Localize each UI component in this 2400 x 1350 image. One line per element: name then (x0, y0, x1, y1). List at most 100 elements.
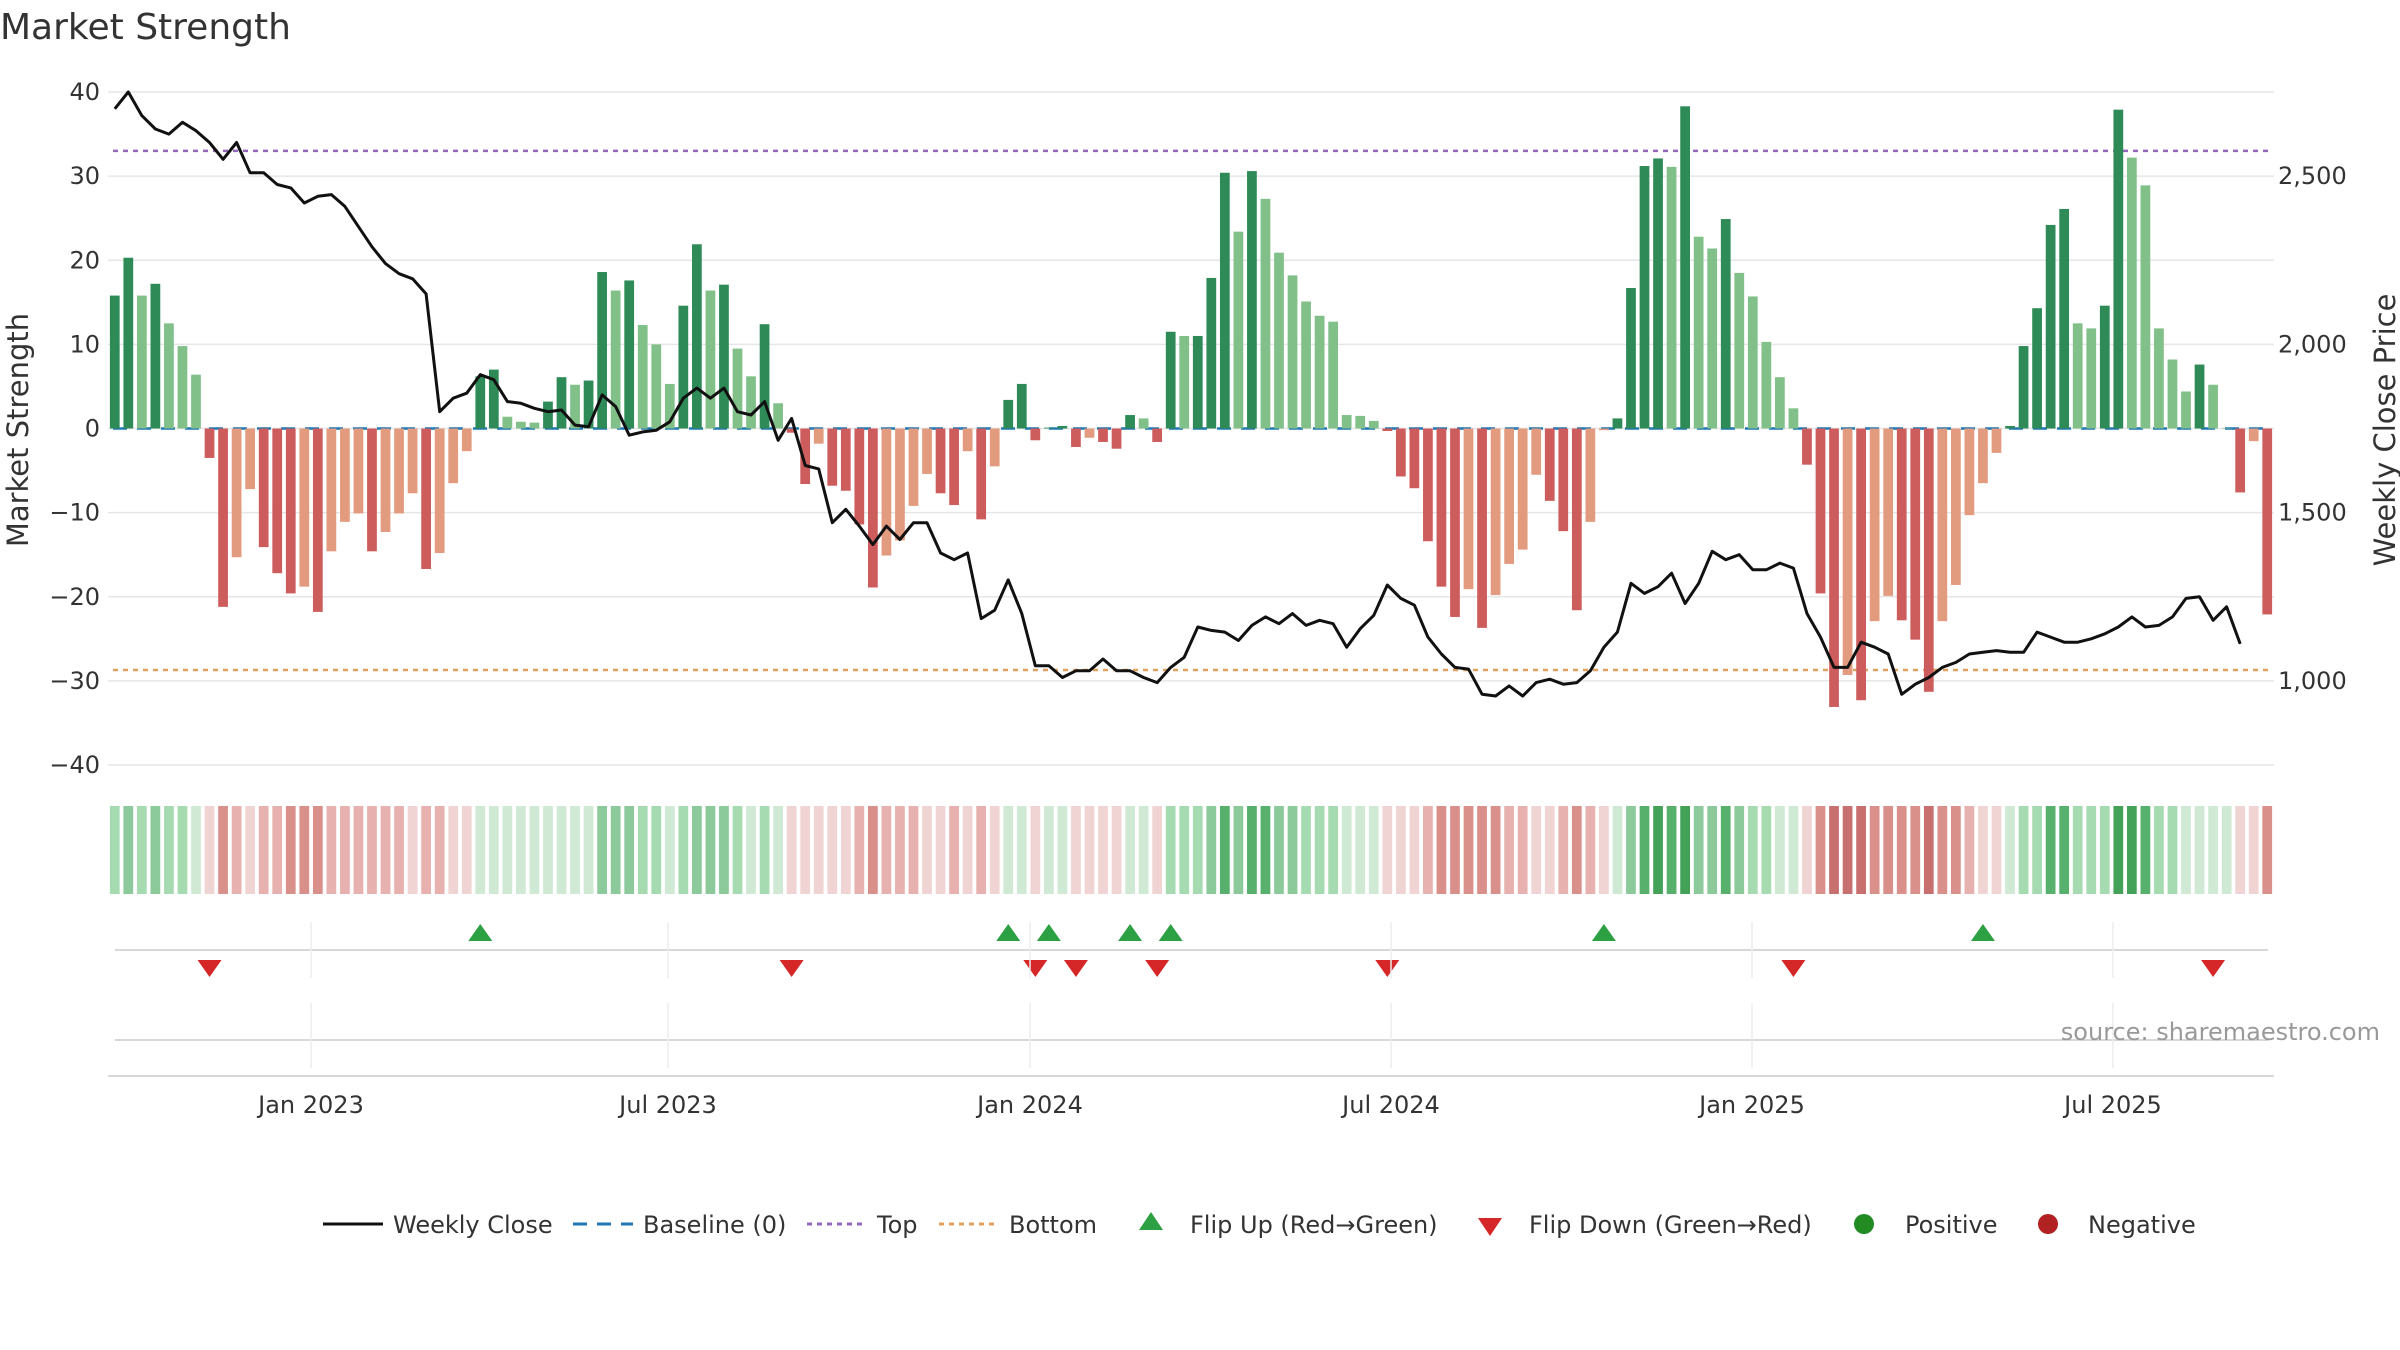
strength-bar (2099, 305, 2110, 429)
strip-cell (1950, 806, 1961, 894)
right-tick-label: 2,000 (2278, 330, 2347, 358)
strength-bar (1707, 248, 1718, 429)
strength-bar (1043, 427, 1054, 429)
strip-cell (719, 806, 729, 894)
strength-bar (1355, 415, 1366, 429)
strength-bar (1016, 383, 1027, 429)
strip-cell (1626, 806, 1636, 894)
strength-bar (1585, 428, 1596, 522)
strength-bar (421, 428, 432, 569)
strip-cell (1450, 806, 1460, 894)
strength-bar (2113, 109, 2124, 429)
strip-cell (204, 806, 215, 894)
strength-bar (2208, 384, 2218, 429)
strength-bar (1179, 335, 1190, 429)
strength-bar (2005, 425, 2015, 429)
flip-up-marker (1158, 924, 1183, 941)
strength-bar (204, 428, 215, 458)
flip-up-marker (1970, 924, 1995, 941)
strip-cell (1788, 806, 1799, 894)
strip-cell (1152, 806, 1163, 894)
strength-bar (867, 428, 878, 588)
strip-cell (394, 806, 404, 894)
strip-cell (123, 806, 134, 894)
strip-cell (353, 806, 364, 894)
strip-cell (813, 806, 824, 894)
strength-bar (407, 428, 418, 494)
strip-cell (177, 806, 188, 894)
strip-cell (1504, 806, 1515, 894)
strength-bar (1978, 428, 1988, 484)
strength-bar (502, 416, 513, 429)
strip-cell (312, 806, 323, 894)
strip-cell (218, 806, 228, 894)
right-tick-label: 2,500 (2278, 162, 2347, 190)
strength-bar (1639, 166, 1650, 429)
strip-cell (1247, 806, 1257, 894)
strip-cell (2032, 806, 2042, 894)
strip-cell (1896, 806, 1907, 894)
strip-cell (367, 806, 377, 894)
strength-bar (1504, 428, 1515, 564)
flip-down-marker (1145, 960, 1170, 977)
strip-cell (678, 806, 689, 894)
strip-cell (1057, 806, 1068, 894)
x-axis-ticks: Jan 2023 Jul 2023 Jan 2024 Jul 2024 Jan 2025… (256, 922, 2162, 1119)
strength-bar (1030, 428, 1041, 441)
legend-top: Top (876, 1211, 918, 1239)
strength-bar (773, 403, 783, 429)
strip-cell (1842, 806, 1853, 894)
strength-bar (1612, 418, 1623, 429)
strength-bar (380, 428, 391, 532)
strip-cell (1869, 806, 1880, 894)
strip-cell (597, 806, 607, 894)
strength-bar (1666, 166, 1677, 429)
strip-cell (1517, 806, 1528, 894)
strength-bar (1260, 198, 1271, 429)
strip-cell (1558, 806, 1569, 894)
strength-bar (2235, 428, 2246, 493)
strip-cell (2059, 806, 2070, 894)
strength-bar (326, 428, 337, 552)
strength-bar (1341, 415, 1352, 429)
left-tick-label: −30 (49, 667, 100, 695)
strip-cell (340, 806, 350, 894)
strength-bar (367, 428, 377, 552)
strength-bar (664, 383, 675, 429)
strip-cell (1043, 806, 1054, 894)
legend-flip-up: Flip Up (Red→Green) (1190, 1211, 1438, 1239)
strength-bar (827, 428, 838, 486)
strength-bar (353, 428, 364, 514)
strength-bar (692, 244, 702, 429)
strip-cell (1328, 806, 1339, 894)
strip-cell (1395, 806, 1406, 894)
flip-down-marker (2201, 960, 2226, 977)
strength-bar (908, 428, 919, 506)
left-tick-label: 20 (69, 246, 100, 274)
strip-cell (2113, 806, 2124, 894)
strength-bar (1057, 425, 1068, 429)
strength-bar (1829, 428, 1839, 707)
strength-bar (1991, 428, 2002, 453)
strip-cell (109, 806, 120, 894)
strip-cell (1571, 806, 1582, 894)
weekly-close-series (113, 90, 2242, 698)
chart-title: Market Strength (0, 7, 291, 48)
right-axis-ticks: 2,500 2,000 1,500 1,000 (2278, 162, 2347, 695)
strip-cell (2167, 806, 2178, 894)
strip-cell (2140, 806, 2151, 894)
strip-cell (1720, 806, 1731, 894)
strip-cell (637, 806, 648, 894)
strip-cell (1910, 806, 1921, 894)
strength-bar (1680, 106, 1690, 429)
strip-cell (759, 806, 770, 894)
strength-bar (516, 421, 526, 429)
strength-bar (218, 428, 228, 607)
strength-bar (1409, 428, 1420, 489)
strength-bar (2140, 185, 2151, 429)
strip-cell (2194, 806, 2205, 894)
strength-bar (1152, 428, 1163, 442)
strength-bar (1233, 231, 1244, 429)
strength-bar (2181, 391, 2191, 429)
strength-bar (1206, 277, 1217, 429)
